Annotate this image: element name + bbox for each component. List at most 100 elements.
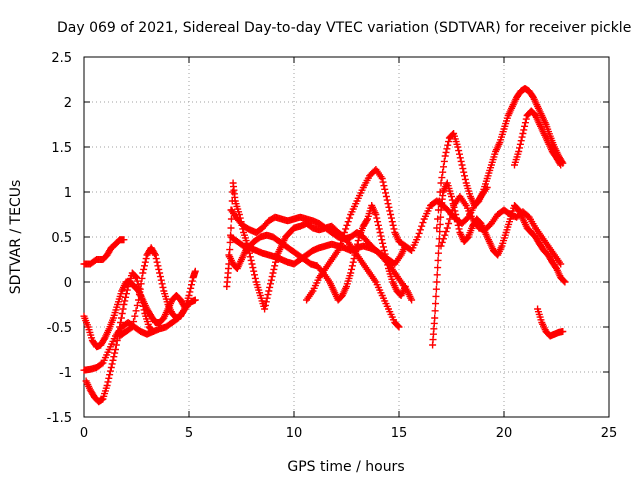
data-point — [520, 126, 528, 134]
data-point — [454, 221, 462, 229]
data-point — [141, 258, 149, 266]
data-point — [437, 242, 445, 250]
data-point — [107, 364, 115, 371]
y-tick-label: 1 — [64, 186, 72, 201]
data-point — [267, 276, 275, 284]
data-point — [133, 301, 141, 309]
data-point — [140, 262, 148, 270]
y-axis-label: SDTVAR / TECUs — [8, 180, 24, 295]
data-point — [270, 265, 278, 273]
data-point — [251, 271, 259, 279]
data-point — [419, 219, 427, 227]
data-point — [440, 235, 448, 243]
data-point — [363, 216, 371, 224]
data-point — [432, 292, 440, 300]
data-point — [388, 218, 396, 226]
data-point — [434, 264, 442, 272]
data-point — [455, 147, 463, 155]
data-point — [454, 143, 462, 151]
data-point — [459, 165, 467, 173]
data-point — [380, 247, 388, 254]
y-tick-label: 0 — [64, 276, 72, 291]
data-point — [118, 310, 126, 317]
data-point — [381, 185, 389, 193]
data-point — [130, 318, 138, 326]
data-point — [266, 283, 274, 291]
data-point — [106, 371, 114, 379]
data-point — [334, 247, 342, 254]
data-point — [112, 341, 120, 349]
data-point — [120, 236, 128, 244]
data-point — [394, 322, 402, 330]
data-point — [137, 292, 145, 299]
x-axis-label: GPS time / hours — [287, 459, 404, 475]
data-point — [522, 115, 530, 123]
data-point — [156, 269, 164, 277]
data-point — [138, 299, 146, 307]
data-point — [518, 133, 526, 141]
data-point — [395, 323, 403, 331]
data-point — [128, 323, 136, 331]
data-point — [444, 141, 452, 149]
data-point — [121, 297, 129, 305]
data-point — [338, 236, 346, 244]
series-sat-h — [227, 206, 416, 304]
data-point — [105, 374, 113, 382]
series-sat-j — [303, 166, 491, 304]
chart-title: Day 069 of 2021, Sidereal Day-to-day VTE… — [57, 20, 631, 36]
data-point — [266, 280, 274, 288]
series-sat-e — [116, 244, 199, 340]
data-point — [348, 265, 356, 273]
data-point — [180, 306, 188, 314]
data-point — [262, 298, 270, 306]
data-point — [557, 260, 565, 268]
data-point — [436, 228, 444, 236]
data-point — [457, 157, 465, 165]
data-point — [108, 360, 116, 368]
data-point — [271, 262, 279, 270]
data-point — [158, 280, 166, 288]
data-point — [372, 211, 380, 218]
data-point — [135, 296, 143, 304]
data-point — [268, 273, 276, 281]
data-point — [441, 231, 449, 239]
data-point — [453, 218, 461, 226]
data-point — [227, 215, 235, 223]
y-tick-label: -0.5 — [47, 321, 72, 336]
data-point — [117, 314, 125, 322]
data-point — [383, 196, 391, 204]
data-point — [154, 262, 162, 270]
data-point — [132, 307, 140, 315]
data-point — [440, 163, 448, 171]
data-point — [227, 224, 235, 232]
data-point — [137, 280, 145, 288]
data-point — [433, 271, 441, 279]
x-tick-label: 0 — [80, 426, 88, 441]
data-point — [247, 256, 255, 264]
data-point — [443, 145, 451, 153]
data-point — [418, 222, 426, 230]
data-point — [387, 211, 395, 218]
data-point — [561, 278, 569, 286]
data-point — [186, 288, 194, 296]
data-point — [556, 160, 564, 168]
series-sat-o — [534, 305, 567, 340]
data-point — [379, 178, 387, 186]
data-point — [156, 273, 164, 281]
data-point — [339, 232, 347, 240]
data-point — [226, 246, 234, 254]
data-point — [111, 349, 119, 357]
data-point — [123, 286, 131, 294]
data-point — [106, 367, 114, 375]
data-point — [433, 278, 441, 286]
data-point — [433, 224, 441, 232]
data-point — [445, 138, 453, 146]
data-point — [354, 237, 362, 245]
data-point — [379, 239, 387, 247]
data-series — [80, 85, 569, 406]
data-point — [408, 296, 416, 304]
data-point — [373, 214, 381, 222]
data-point — [434, 206, 442, 214]
data-point — [448, 206, 456, 214]
series-sat-a — [80, 236, 128, 268]
